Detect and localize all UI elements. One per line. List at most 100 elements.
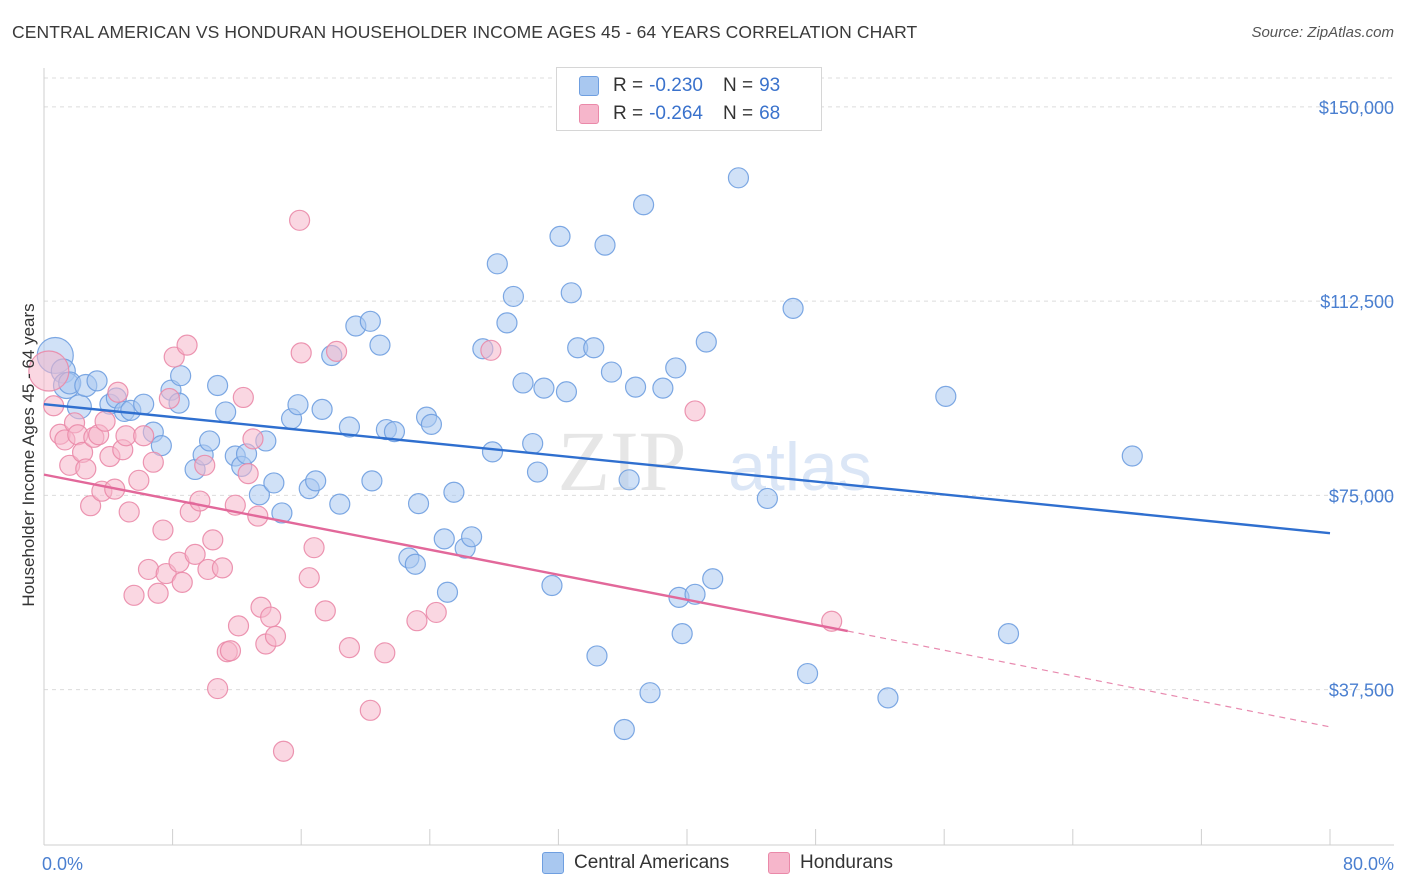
point-0-30	[287, 394, 309, 416]
point-1-67	[374, 642, 396, 664]
point-0-59	[522, 432, 544, 455]
point-1-18	[115, 425, 137, 447]
point-0-27	[263, 472, 285, 494]
point-0-67	[583, 337, 605, 359]
legend-swatch-hondurans	[768, 852, 790, 874]
point-0-90	[1121, 445, 1143, 467]
point-1-52	[264, 625, 287, 647]
n-label: N =	[722, 75, 754, 96]
point-1-47	[242, 428, 264, 450]
point-0-42	[383, 421, 406, 443]
point-0-74	[632, 194, 655, 216]
point-0-82	[702, 568, 724, 590]
point-0-45	[407, 493, 430, 515]
point-0-48	[433, 528, 455, 550]
point-0-40	[369, 334, 391, 356]
point-1-32	[176, 334, 198, 356]
legend-label-central-americans: Central Americans	[574, 852, 730, 873]
swatch-hondurans	[579, 104, 599, 124]
stats-legend: R = -0.230 N = 93 R = -0.264 N = 68	[556, 67, 822, 131]
point-0-81	[695, 331, 717, 353]
point-1-26	[152, 519, 174, 541]
y-tick-label-37500: $37,500	[1329, 681, 1394, 701]
x-tick-label-max: 80.0%	[1343, 854, 1394, 874]
legend-item-hondurans[interactable]: Hondurans	[768, 852, 893, 874]
point-0-32	[305, 470, 327, 492]
chart-title: CENTRAL AMERICAN VS HONDURAN HOUSEHOLDER…	[12, 22, 918, 42]
point-1-39	[207, 677, 229, 700]
point-1-9	[80, 495, 102, 517]
point-0-88	[935, 385, 957, 408]
point-0-79	[671, 623, 693, 645]
point-1-13	[94, 410, 116, 432]
point-0-47	[420, 413, 443, 435]
point-0-57	[502, 285, 524, 308]
point-0-50	[443, 481, 465, 503]
y-tick-label-112500: $112,500	[1320, 292, 1394, 312]
trend-line-1	[43, 473, 848, 633]
legend-label-hondurans: Hondurans	[800, 852, 893, 873]
stats-row-central-americans: R = -0.230 N = 93	[579, 74, 780, 98]
point-1-34	[184, 543, 206, 566]
point-1-19	[118, 501, 140, 523]
point-1-45	[232, 386, 254, 409]
point-1-55	[290, 342, 312, 364]
point-0-76	[652, 377, 674, 399]
trend-line-0	[43, 402, 1331, 535]
n-value: 68	[759, 103, 781, 124]
axes	[43, 68, 1394, 846]
point-0-68	[586, 645, 608, 667]
grid-lines	[44, 77, 1394, 691]
point-1-31	[171, 571, 193, 593]
point-0-70	[600, 361, 623, 383]
point-0-75	[639, 682, 661, 704]
point-1-16	[107, 381, 129, 403]
point-0-89	[997, 623, 1020, 645]
point-1-51	[260, 606, 282, 628]
point-0-20	[207, 374, 229, 397]
point-0-54	[481, 441, 504, 463]
point-1-20	[123, 584, 145, 606]
point-0-61	[533, 377, 555, 399]
y-tick-label-75000: $75,000	[1329, 486, 1394, 506]
y-tick-label-150000: $150,000	[1319, 98, 1394, 118]
point-1-28	[158, 387, 180, 410]
point-1-63	[425, 601, 447, 624]
point-0-85	[782, 297, 804, 319]
point-1-21	[128, 469, 150, 491]
point-1-64	[480, 339, 502, 361]
point-1-46	[237, 462, 259, 485]
point-0-25	[248, 484, 271, 506]
point-1-22	[133, 425, 155, 447]
point-0-87	[877, 687, 899, 709]
series-0-points	[36, 167, 1143, 741]
point-0-83	[727, 167, 750, 189]
point-0-73	[624, 376, 647, 398]
data-points	[28, 167, 1143, 762]
point-0-11	[133, 393, 155, 415]
trend-line-dashed-1	[847, 630, 1331, 728]
point-1-0	[28, 350, 70, 392]
point-0-63	[549, 225, 571, 247]
point-1-59	[325, 340, 348, 362]
n-value: 93	[759, 75, 781, 96]
point-0-52	[460, 526, 483, 548]
point-0-6	[86, 370, 108, 392]
point-0-69	[594, 234, 616, 256]
point-0-19	[198, 430, 221, 452]
point-0-55	[486, 253, 508, 275]
legend-item-central-americans[interactable]: Central Americans	[542, 852, 729, 874]
point-1-65	[684, 400, 706, 422]
y-axis-label: Householder Income Ages 45 - 64 years	[19, 303, 38, 606]
point-1-60	[338, 637, 361, 659]
point-0-39	[361, 470, 383, 492]
point-1-36	[194, 454, 216, 476]
point-0-49	[436, 581, 459, 603]
point-1-35	[189, 490, 211, 512]
point-0-36	[338, 416, 361, 438]
point-0-72	[618, 469, 640, 491]
point-1-23	[137, 558, 160, 581]
point-0-77	[665, 357, 687, 379]
r-value: -0.230	[649, 75, 703, 96]
